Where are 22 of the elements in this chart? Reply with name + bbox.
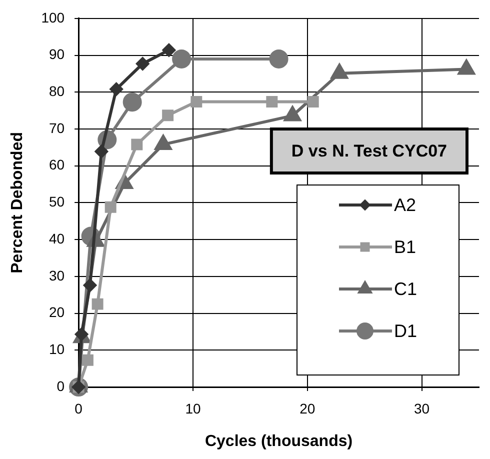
legend-label: A2 (394, 194, 416, 215)
y-tick-label: 50 (48, 194, 65, 210)
y-tick-label: 30 (48, 267, 65, 284)
x-tick-label: 30 (414, 400, 430, 416)
y-tick-label: 0 (56, 378, 65, 394)
y-tick-label: 10 (48, 341, 65, 357)
x-tick-label: 20 (300, 400, 316, 416)
legend-label: D1 (394, 320, 418, 341)
y-tick-label: 40 (48, 230, 65, 246)
x-tick-label: 10 (185, 400, 201, 416)
legend-label: C1 (394, 278, 418, 299)
y-tick-label: 20 (48, 304, 65, 320)
y-tick-label: 70 (48, 120, 65, 136)
y-tick-label: 90 (48, 46, 65, 62)
x-axis-title: Cycles (thousands) (204, 432, 353, 450)
y-tick-label: 80 (48, 82, 65, 99)
legend-label: B1 (394, 236, 416, 257)
y-axis-title: Percent Debonded (9, 132, 26, 274)
x-tick-label: 0 (74, 400, 83, 416)
text: D vs N. Test CYC07 (291, 142, 447, 161)
y-tick-label: 100 (41, 9, 65, 26)
y-tick-label: 60 (48, 156, 65, 173)
